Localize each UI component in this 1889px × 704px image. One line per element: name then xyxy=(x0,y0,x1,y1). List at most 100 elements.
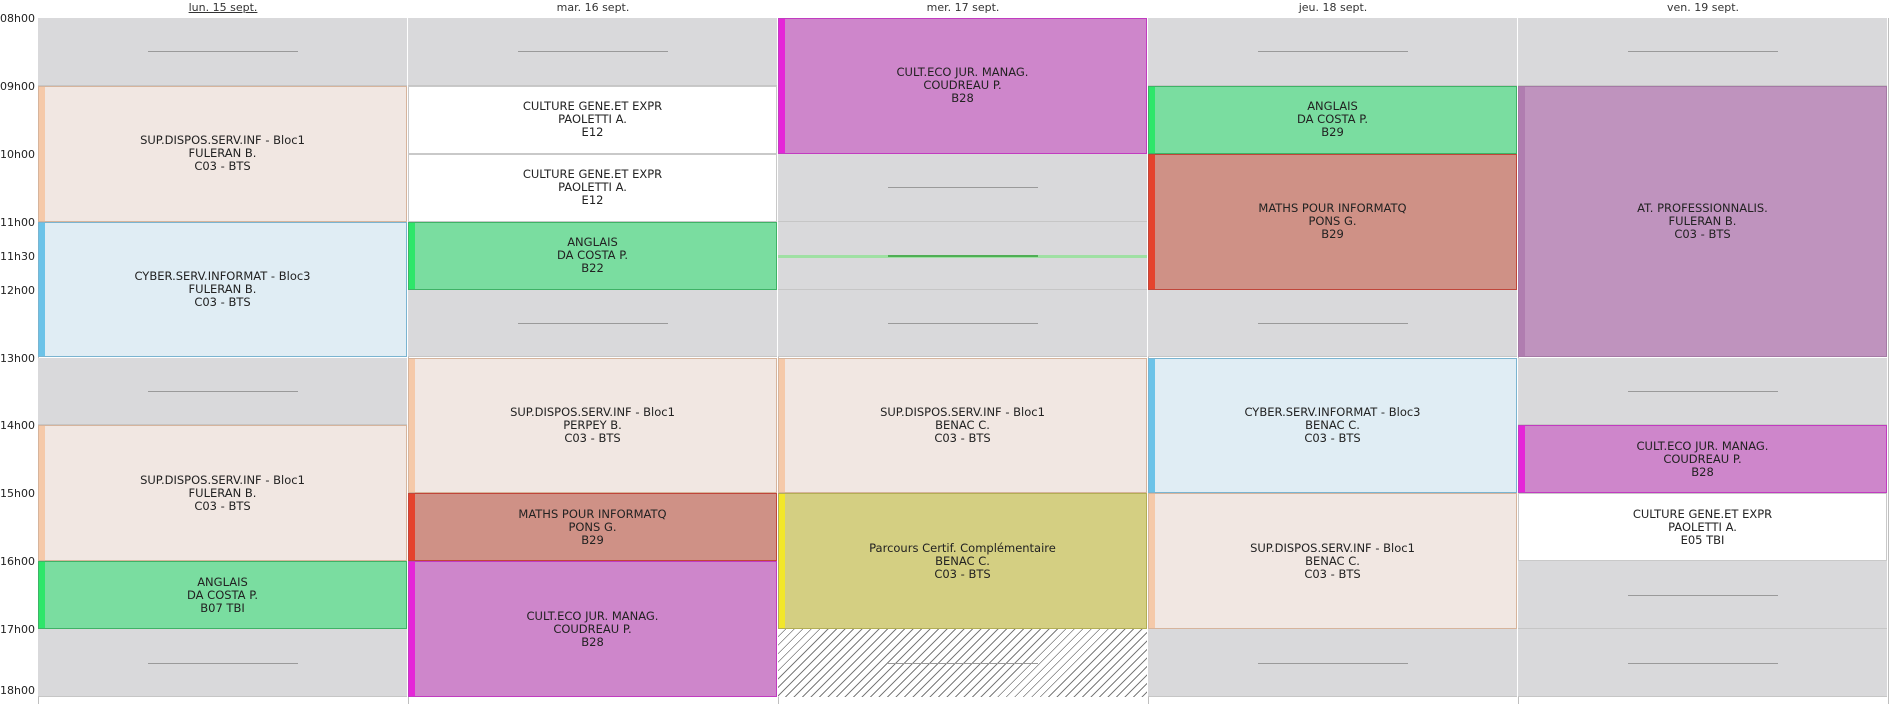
lesson-teacher: COUDREAU P. xyxy=(923,78,1002,93)
lesson-color-bar xyxy=(1519,494,1525,561)
lesson-teacher: BENAC C. xyxy=(935,417,990,432)
lesson-room: B28 xyxy=(951,91,974,106)
lesson-room: C03 - BTS xyxy=(934,430,991,445)
lesson-subject: MATHS POUR INFORMATQ xyxy=(1258,201,1407,216)
lesson-room: C03 - BTS xyxy=(934,566,991,581)
lesson-color-bar xyxy=(779,358,785,493)
free-slot-divider xyxy=(147,51,298,53)
lesson-block[interactable]: CULT.ECO JUR. MANAG. COUDREAU P. B28 xyxy=(408,561,777,697)
free-slot xyxy=(778,153,1147,222)
lesson-block[interactable]: CYBER.SERV.INFORMAT - Bloc3 FULERAN B. C03… xyxy=(38,221,407,358)
lesson-block[interactable]: SUP.DISPOS.SERV.INF - Bloc1 BENAC C. C03 -… xyxy=(1148,493,1517,630)
lesson-color-bar xyxy=(409,494,415,561)
free-slot-divider xyxy=(147,662,298,664)
time-label: 09h00 xyxy=(0,79,35,93)
lesson-teacher: PAOLETTI A. xyxy=(1668,519,1737,534)
lesson-color-bar xyxy=(1519,86,1525,357)
time-label: 11h30 xyxy=(0,249,35,263)
lesson-block[interactable]: CULTURE GENE.ET EXPR PAOLETTI A. E12 xyxy=(408,153,777,222)
lesson-color-bar xyxy=(39,86,45,221)
free-slot-divider xyxy=(1257,51,1408,53)
lesson-subject: CYBER.SERV.INFORMAT - Bloc3 xyxy=(134,269,311,284)
time-label: 18h00 xyxy=(0,684,35,697)
lesson-subject: SUP.DISPOS.SERV.INF - Bloc1 xyxy=(140,133,305,148)
lesson-room: C03 - BTS xyxy=(194,295,251,310)
free-slot xyxy=(38,629,407,697)
lesson-block[interactable]: Parcours Certif. Complémentaire BENAC C. C… xyxy=(778,493,1147,630)
free-slot-divider xyxy=(887,323,1038,325)
lesson-color-bar xyxy=(39,562,45,629)
lesson-teacher: DA COSTA P. xyxy=(1296,112,1368,127)
half-hour-marker xyxy=(778,254,1147,258)
lesson-color-bar xyxy=(409,358,415,493)
free-slot-divider xyxy=(1257,662,1408,664)
lesson-subject: CULT.ECO JUR. MANAG. xyxy=(1636,438,1769,453)
free-slot xyxy=(1518,18,1887,86)
free-slot xyxy=(1518,629,1887,697)
lesson-block[interactable]: CULT.ECO JUR. MANAG. COUDREAU P. B28 xyxy=(778,18,1147,154)
time-label: 17h00 xyxy=(0,623,35,637)
time-label: 12h00 xyxy=(0,283,35,297)
lesson-color-bar xyxy=(39,426,45,561)
lesson-block[interactable]: SUP.DISPOS.SERV.INF - Bloc1 BENAC C. C03 -… xyxy=(778,357,1147,494)
lesson-block[interactable]: SUP.DISPOS.SERV.INF - Bloc1 FULERAN B. C03… xyxy=(38,85,407,222)
lesson-room: B07 TBI xyxy=(200,600,245,615)
lesson-subject: AT. PROFESSIONNALIS. xyxy=(1637,201,1768,216)
lesson-block[interactable]: AT. PROFESSIONNALIS. FULERAN B. C03 - BTS xyxy=(1518,85,1887,358)
free-slot-divider xyxy=(887,187,1038,189)
lesson-subject: CULT.ECO JUR. MANAG. xyxy=(526,608,659,623)
lesson-block[interactable]: SUP.DISPOS.SERV.INF - Bloc1 FULERAN B. C03… xyxy=(38,425,407,562)
lesson-room: B28 xyxy=(581,634,604,649)
lesson-room: B29 xyxy=(581,532,604,547)
time-label: 10h00 xyxy=(0,147,35,161)
lesson-room: E05 TBI xyxy=(1680,532,1725,547)
free-slot xyxy=(1518,357,1887,426)
lesson-teacher: PERPEY B. xyxy=(563,417,622,432)
lesson-color-bar xyxy=(409,154,415,221)
lesson-block[interactable]: ANGLAIS DA COSTA P. B07 TBI xyxy=(38,561,407,630)
free-slot xyxy=(1148,18,1517,86)
lesson-color-bar xyxy=(779,19,785,153)
lesson-subject: ANGLAIS xyxy=(567,235,618,250)
lesson-subject: CULTURE GENE.ET EXPR xyxy=(522,167,663,182)
lesson-subject: MATHS POUR INFORMATQ xyxy=(518,506,667,521)
free-slot xyxy=(408,18,777,86)
lesson-room: C03 - BTS xyxy=(194,498,251,513)
lesson-block[interactable]: CULTURE GENE.ET EXPR PAOLETTI A. E12 xyxy=(408,85,777,154)
lesson-color-bar xyxy=(1149,358,1155,493)
lesson-block[interactable]: ANGLAIS DA COSTA P. B29 xyxy=(1148,85,1517,154)
free-slot xyxy=(1148,289,1517,358)
lesson-block[interactable]: MATHS POUR INFORMATQ PONS G. B29 xyxy=(408,493,777,562)
unavailable-slot xyxy=(778,629,1147,697)
lesson-room: C03 - BTS xyxy=(1304,430,1361,445)
lesson-color-bar xyxy=(1149,494,1155,629)
day-header[interactable]: ven. 19 sept. xyxy=(1666,1,1740,14)
free-slot xyxy=(1518,561,1887,630)
lesson-room: E12 xyxy=(581,193,604,208)
lesson-subject: SUP.DISPOS.SERV.INF - Bloc1 xyxy=(880,404,1045,419)
lesson-color-bar xyxy=(1149,154,1155,289)
lesson-subject: CULT.ECO JUR. MANAG. xyxy=(896,65,1029,80)
day-header[interactable]: lun. 15 sept. xyxy=(188,1,258,14)
lesson-room: E12 xyxy=(581,125,604,140)
time-label: 15h00 xyxy=(0,487,35,501)
lesson-block[interactable]: CULTURE GENE.ET EXPR PAOLETTI A. E05 TBI xyxy=(1518,493,1887,562)
lesson-room: B29 xyxy=(1321,125,1344,140)
lesson-room: B28 xyxy=(1691,464,1714,479)
day-header[interactable]: mar. 16 sept. xyxy=(556,1,630,14)
free-slot-divider xyxy=(1627,662,1778,664)
free-slot xyxy=(1148,629,1517,697)
day-header[interactable]: mer. 17 sept. xyxy=(926,1,1000,14)
lesson-block[interactable]: SUP.DISPOS.SERV.INF - Bloc1 PERPEY B. C03 … xyxy=(408,357,777,494)
lesson-block[interactable]: CYBER.SERV.INFORMAT - Bloc3 BENAC C. C03 -… xyxy=(1148,357,1517,494)
day-header[interactable]: jeu. 18 sept. xyxy=(1298,1,1368,14)
free-slot-divider xyxy=(517,51,668,53)
lesson-subject: ANGLAIS xyxy=(197,574,248,589)
lesson-block[interactable]: ANGLAIS DA COSTA P. B22 xyxy=(408,221,777,290)
lesson-block[interactable]: CULT.ECO JUR. MANAG. COUDREAU P. B28 xyxy=(1518,425,1887,494)
lesson-teacher: FULERAN B. xyxy=(188,146,257,161)
lesson-block[interactable]: MATHS POUR INFORMATQ PONS G. B29 xyxy=(1148,153,1517,290)
lesson-teacher: PAOLETTI A. xyxy=(558,180,627,195)
lesson-color-bar xyxy=(409,562,415,696)
